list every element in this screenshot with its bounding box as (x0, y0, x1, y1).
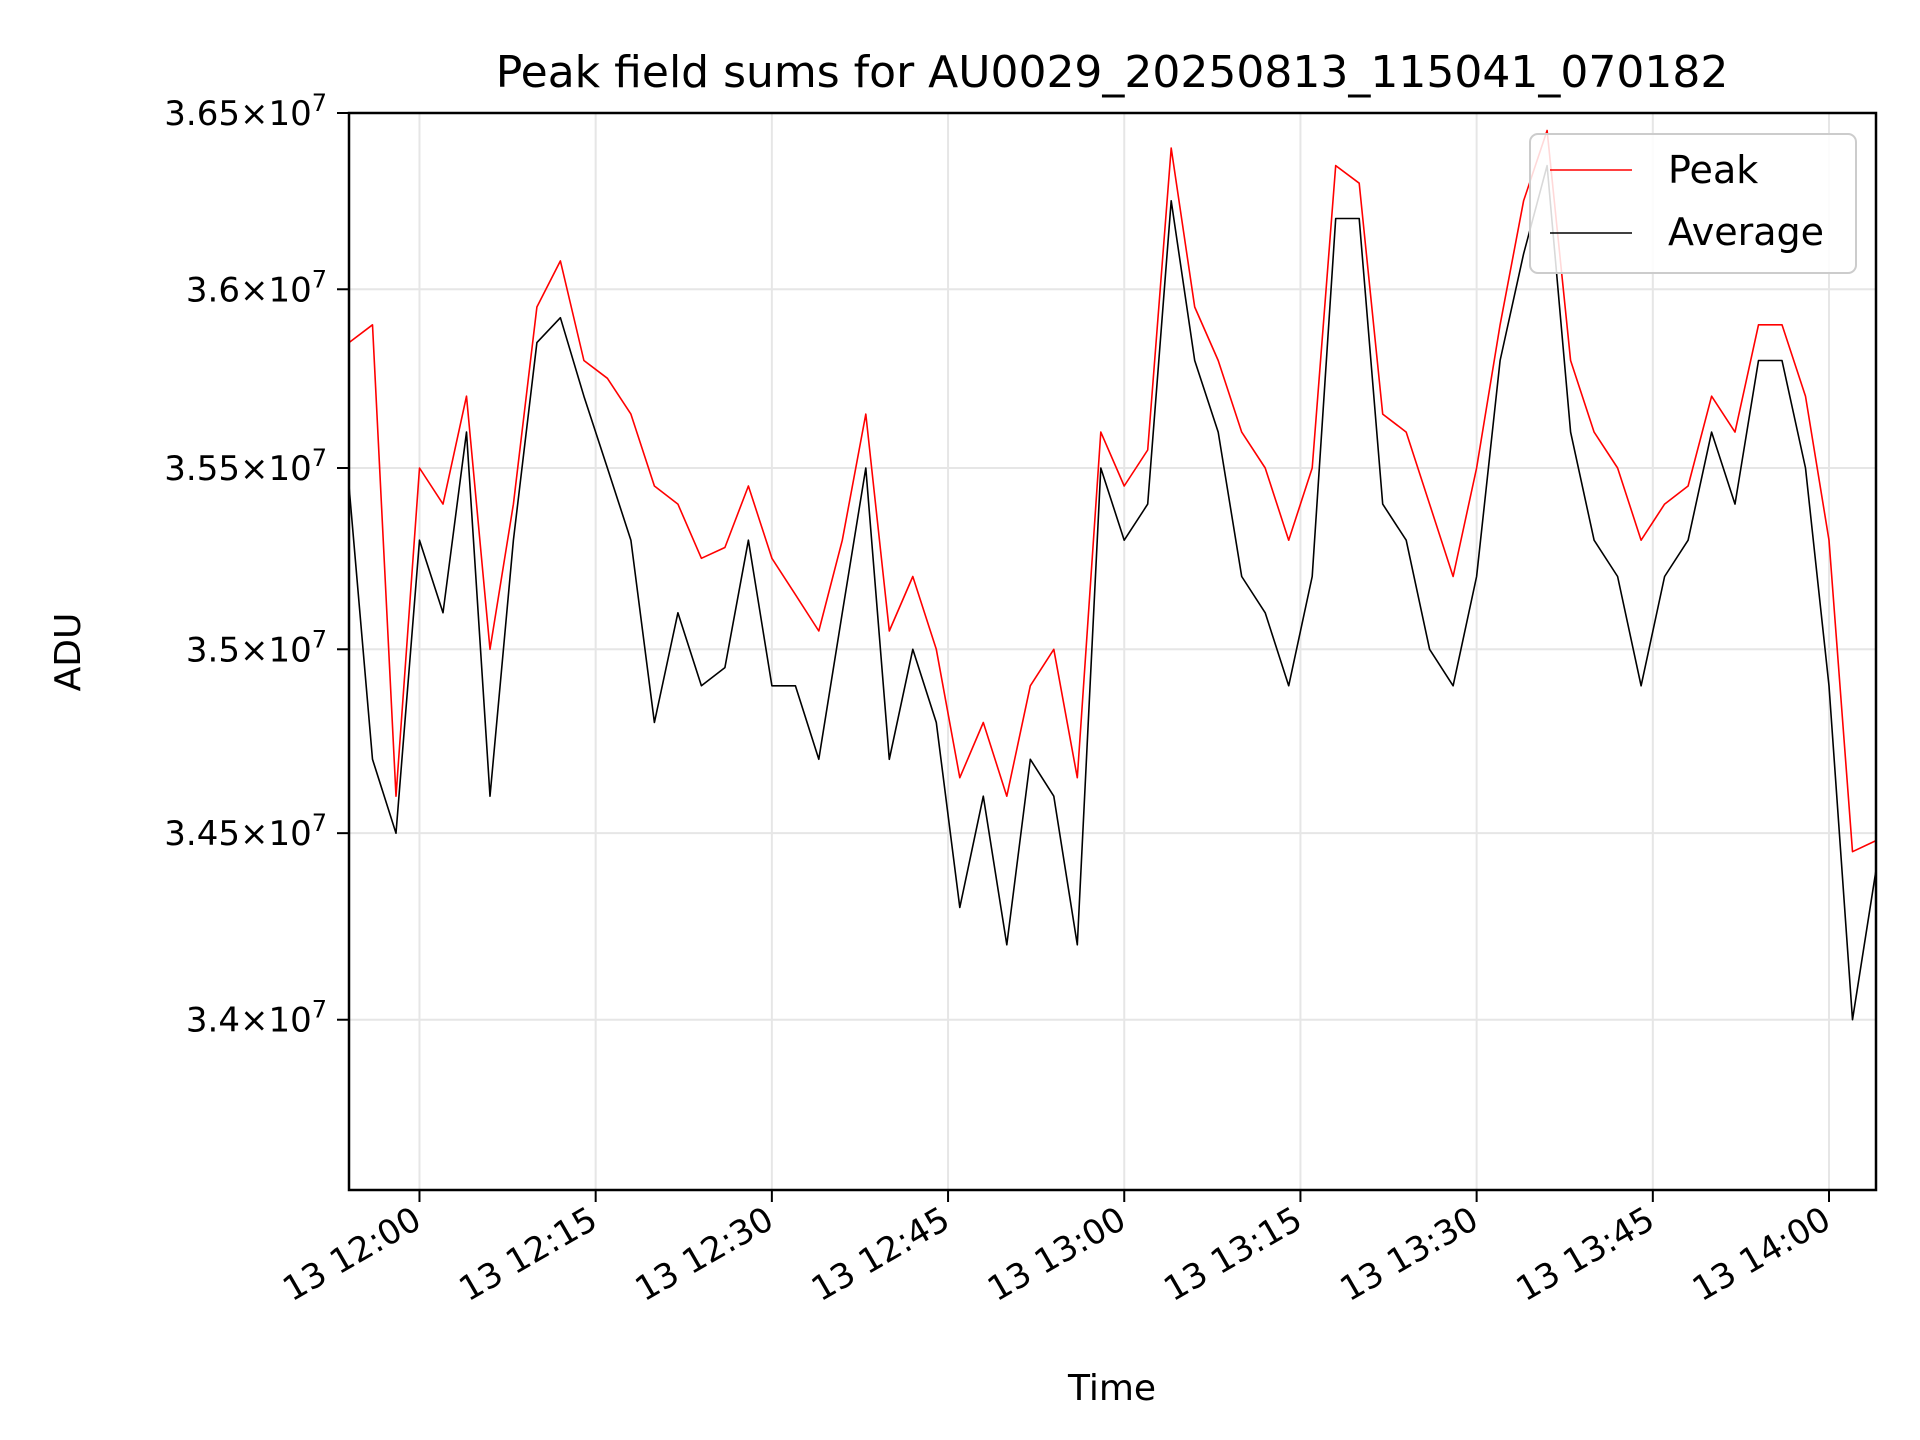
y-tick-exponent: 7 (312, 265, 327, 293)
series-line-average (348, 164, 1877, 1021)
y-tick-mantissa: 3.65 (164, 94, 240, 134)
y-tick-base: 10 (268, 449, 311, 489)
y-tick-base: 10 (268, 814, 311, 854)
x-tick-label: 13 12:00 (276, 1199, 428, 1310)
y-tick-exponent: 7 (312, 444, 327, 472)
x-tick-label: 13 13:15 (1157, 1199, 1309, 1310)
y-tick-times: × (240, 1001, 269, 1041)
y-axis-label: ADU (48, 613, 89, 692)
y-tick-exponent: 7 (312, 996, 327, 1024)
x-tick-label: 13 13:00 (981, 1199, 1133, 1310)
y-tick-mantissa: 3.5 (186, 630, 240, 670)
x-axis: 13 12:00 13 12:15 13 12:30 13 12:45 13 13:00… (276, 1190, 1838, 1310)
y-tick-base: 10 (268, 270, 311, 310)
y-tick-exponent: 7 (312, 625, 327, 653)
y-tick-mantissa: 3.6 (186, 270, 240, 310)
grid (349, 112, 1876, 1190)
y-tick-mantissa: 3.55 (164, 449, 240, 489)
x-tick-label: 13 13:45 (1510, 1199, 1662, 1310)
y-tick-label: 3.65×107 (164, 89, 327, 134)
y-tick-base: 10 (268, 630, 311, 670)
x-tick-label: 13 12:30 (629, 1199, 781, 1310)
series-layer (348, 129, 1877, 1021)
y-tick-label: 3.5×107 (186, 625, 327, 670)
y-axis: 3.4×1073.45×1073.5×1073.55×1073.6×1073.6… (164, 89, 349, 1041)
y-tick-base: 10 (268, 1001, 311, 1041)
x-axis-label: Time (1067, 1368, 1156, 1409)
y-tick-label: 3.6×107 (186, 265, 327, 310)
x-tick-label: 13 12:15 (452, 1199, 604, 1310)
y-tick-exponent: 7 (312, 89, 327, 117)
legend-label-average: Average (1668, 210, 1824, 254)
y-tick-label: 3.4×107 (186, 996, 327, 1041)
y-tick-base: 10 (268, 94, 311, 134)
chart-title: Peak field sums for AU0029_20250813_1150… (496, 47, 1729, 98)
y-tick-exponent: 7 (312, 809, 327, 837)
x-tick-label: 13 12:45 (805, 1199, 957, 1310)
x-tick-label: 13 13:30 (1333, 1199, 1485, 1310)
series-line-peak (348, 129, 1877, 853)
plot-frame (347, 111, 1878, 1192)
y-tick-times: × (240, 630, 269, 670)
y-tick-times: × (240, 814, 269, 854)
y-tick-mantissa: 3.45 (164, 814, 240, 854)
legend: Peak Average (1529, 133, 1857, 274)
y-tick-times: × (240, 449, 269, 489)
y-tick-label: 3.45×107 (164, 809, 327, 854)
y-tick-mantissa: 3.4 (186, 1001, 240, 1041)
y-tick-times: × (240, 94, 269, 134)
legend-box (1529, 133, 1857, 274)
x-tick-label: 13 14:00 (1686, 1199, 1838, 1310)
y-tick-label: 3.55×107 (164, 444, 327, 489)
y-tick-times: × (240, 270, 269, 310)
legend-label-peak: Peak (1668, 148, 1758, 192)
